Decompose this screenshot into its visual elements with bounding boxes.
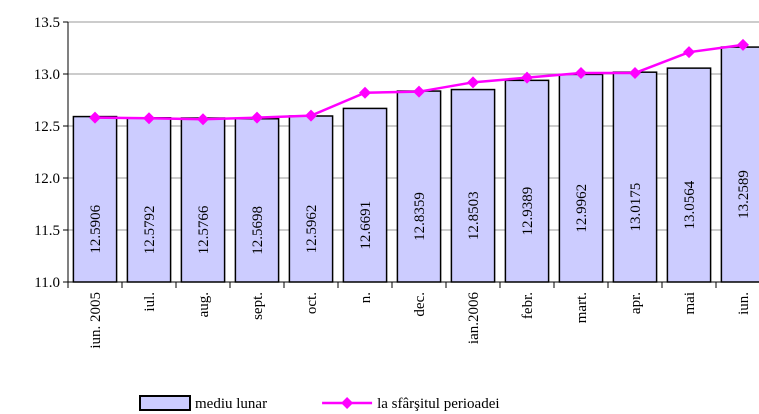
y-tick-label: 11.0 bbox=[34, 275, 60, 291]
line-marker bbox=[251, 111, 263, 124]
bar bbox=[666, 67, 712, 283]
bar bbox=[396, 90, 442, 283]
x-tick-label: sept. bbox=[250, 292, 266, 320]
line-marker bbox=[629, 66, 641, 79]
x-tick-label: n. bbox=[358, 292, 374, 303]
x-tick-label: oct. bbox=[304, 292, 320, 314]
line-marker bbox=[413, 85, 425, 98]
bar-value-label: 13.2589 bbox=[736, 170, 752, 219]
x-tick-label: mai bbox=[682, 292, 698, 315]
line-marker bbox=[359, 86, 371, 99]
x-tick-label: aug. bbox=[196, 292, 212, 317]
bar bbox=[126, 117, 172, 283]
legend-swatch bbox=[139, 395, 191, 411]
bar bbox=[72, 115, 118, 283]
x-tick-label: iun. bbox=[736, 292, 752, 315]
bar-value-label: 12.5792 bbox=[142, 206, 158, 255]
bar-value-label: 13.0564 bbox=[682, 180, 698, 229]
bar-value-label: 12.5766 bbox=[196, 205, 212, 254]
bar bbox=[180, 117, 226, 283]
line-marker bbox=[305, 109, 317, 122]
bar bbox=[504, 79, 550, 283]
x-tick-label: febr. bbox=[520, 292, 536, 319]
x-tick-label: iun. 2005 bbox=[88, 292, 104, 349]
x-tick-label: ian.2006 bbox=[466, 292, 482, 345]
bar bbox=[288, 115, 334, 283]
legend-label: la sfârşitul perioadei bbox=[377, 396, 499, 412]
bar bbox=[234, 117, 280, 283]
y-tick-label: 13.5 bbox=[34, 15, 60, 31]
bar-value-label: 12.9389 bbox=[520, 187, 536, 236]
bar-value-label: 12.8359 bbox=[412, 192, 428, 241]
y-tick-label: 12.5 bbox=[34, 119, 60, 135]
y-tick-label: 12.0 bbox=[34, 171, 60, 187]
legend-label: mediu lunar bbox=[195, 396, 267, 412]
line-marker bbox=[467, 76, 479, 89]
line-marker bbox=[683, 46, 695, 59]
bar bbox=[558, 73, 604, 283]
line-marker bbox=[89, 111, 101, 124]
x-tick-label: apr. bbox=[628, 292, 644, 314]
bar-value-label: 12.5698 bbox=[250, 206, 266, 255]
x-tick-label: mart. bbox=[574, 292, 590, 323]
x-tick-label: iul. bbox=[142, 292, 158, 312]
bar bbox=[612, 71, 658, 283]
bar-value-label: 12.8503 bbox=[466, 191, 482, 240]
line-marker bbox=[197, 113, 209, 126]
bar-value-label: 12.9962 bbox=[574, 184, 590, 233]
line-marker bbox=[143, 112, 155, 125]
bar-value-label: 12.5906 bbox=[88, 204, 104, 253]
bar-value-label: 12.6691 bbox=[358, 201, 374, 250]
bar bbox=[720, 46, 759, 283]
y-tick-label: 11.5 bbox=[34, 223, 60, 239]
y-tick-label: 13.0 bbox=[34, 67, 60, 83]
bar-value-label: 12.5962 bbox=[304, 205, 320, 254]
line-marker bbox=[575, 66, 587, 79]
line-marker bbox=[521, 71, 533, 84]
x-tick-label: dec. bbox=[412, 292, 428, 317]
bar bbox=[450, 88, 496, 283]
legend-marker bbox=[341, 397, 354, 409]
line-marker bbox=[737, 38, 749, 51]
bar-value-label: 13.0175 bbox=[628, 183, 644, 232]
bar bbox=[342, 107, 388, 283]
